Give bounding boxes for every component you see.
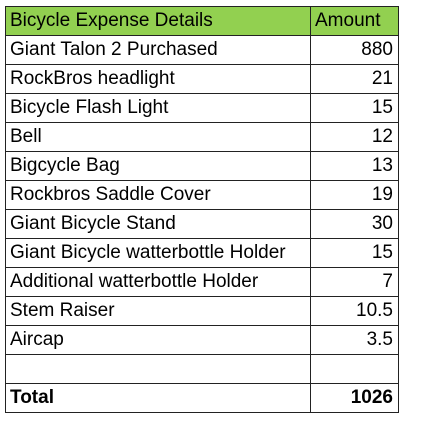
item-cell[interactable]: Bell (5, 122, 311, 152)
amount-cell[interactable]: 30 (310, 209, 399, 239)
item-cell[interactable]: Additional watterbottle Holder (5, 267, 311, 297)
item-cell[interactable]: Bigcycle Bag (5, 151, 311, 181)
table-row: Giant Talon 2 Purchased 880 (5, 35, 399, 65)
item-cell[interactable]: Giant Bicycle watterbottle Holder (5, 238, 311, 268)
table-row: Bell 12 (5, 122, 399, 152)
table-row: Aircap 3.5 (5, 325, 399, 355)
header-cell-amount[interactable]: Amount (310, 6, 399, 36)
empty-row (5, 354, 399, 384)
amount-cell[interactable]: 12 (310, 122, 399, 152)
amount-cell[interactable]: 21 (310, 64, 399, 94)
header-cell-item[interactable]: Bicycle Expense Details (5, 6, 311, 36)
table-row: RockBros headlight 21 (5, 64, 399, 94)
item-cell[interactable]: Giant Talon 2 Purchased (5, 35, 311, 65)
amount-cell[interactable] (310, 354, 399, 384)
table-row: Stem Raiser 10.5 (5, 296, 399, 326)
expense-table: Bicycle Expense Details Amount Giant Tal… (5, 6, 399, 413)
item-cell[interactable]: Rockbros Saddle Cover (5, 180, 311, 210)
amount-cell[interactable]: 19 (310, 180, 399, 210)
total-row: Total 1026 (5, 383, 399, 413)
item-cell[interactable]: Giant Bicycle Stand (5, 209, 311, 239)
item-cell[interactable]: RockBros headlight (5, 64, 311, 94)
amount-cell[interactable]: 880 (310, 35, 399, 65)
amount-cell[interactable]: 15 (310, 93, 399, 123)
table-row: Bigcycle Bag 13 (5, 151, 399, 181)
item-cell[interactable]: Aircap (5, 325, 311, 355)
amount-cell[interactable]: 10.5 (310, 296, 399, 326)
amount-cell[interactable]: 3.5 (310, 325, 399, 355)
amount-cell[interactable]: 15 (310, 238, 399, 268)
table-row: Bicycle Flash Light 15 (5, 93, 399, 123)
table-row: Giant Bicycle Stand 30 (5, 209, 399, 239)
amount-cell[interactable]: 13 (310, 151, 399, 181)
item-cell[interactable] (5, 354, 311, 384)
total-amount-cell[interactable]: 1026 (310, 383, 399, 413)
table-row: Rockbros Saddle Cover 19 (5, 180, 399, 210)
item-cell[interactable]: Stem Raiser (5, 296, 311, 326)
table-row: Giant Bicycle watterbottle Holder 15 (5, 238, 399, 268)
item-cell[interactable]: Bicycle Flash Light (5, 93, 311, 123)
total-label-cell[interactable]: Total (5, 383, 311, 413)
table-row: Additional watterbottle Holder 7 (5, 267, 399, 297)
header-row: Bicycle Expense Details Amount (5, 6, 399, 36)
amount-cell[interactable]: 7 (310, 267, 399, 297)
